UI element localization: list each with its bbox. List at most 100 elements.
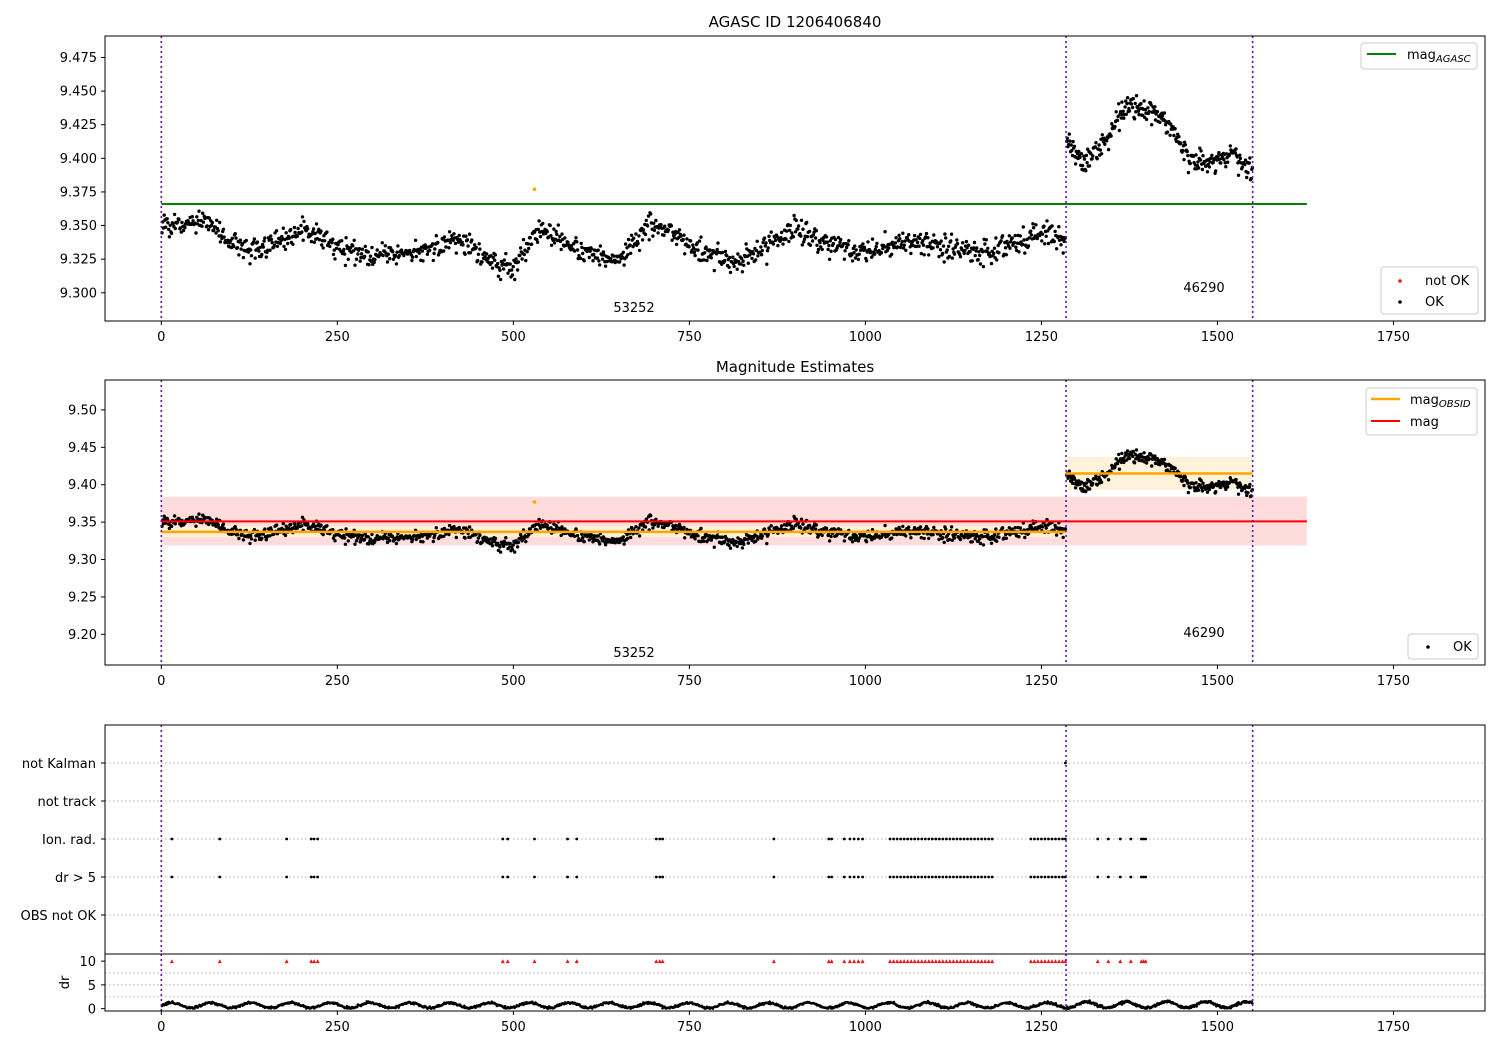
ok-point (626, 253, 630, 257)
ok-point (269, 234, 273, 238)
ok-point (687, 245, 691, 249)
ok-point (885, 248, 889, 253)
ok-point (864, 540, 869, 544)
dr-capped-marker (574, 959, 579, 964)
flag-point-dr (830, 875, 834, 879)
ok-point (926, 527, 930, 531)
ok-point (164, 225, 168, 229)
ok-point (1210, 153, 1214, 157)
ok-point (989, 261, 994, 266)
ok-point (498, 277, 503, 282)
flag-point-dr (309, 875, 313, 879)
dr-capped-marker (937, 959, 942, 964)
ok-point (249, 254, 254, 258)
ok-point (904, 248, 908, 252)
ok-point (1027, 236, 1031, 240)
flag-point-dr (856, 875, 860, 879)
ok-point (177, 517, 181, 521)
ok-point (321, 246, 325, 250)
ok-point (478, 247, 482, 251)
ok-point (1117, 452, 1121, 457)
ok-point (381, 253, 385, 258)
ok-point (784, 237, 788, 241)
flag-point-ion-rad (927, 837, 931, 841)
ok-point (829, 534, 833, 539)
not-ok-point (532, 500, 537, 504)
ok-point (853, 244, 857, 248)
legend-ok-label-p2: OK (1453, 640, 1472, 655)
ok-point (673, 232, 677, 236)
ok-point (720, 535, 725, 539)
ok-point (1099, 152, 1104, 156)
panel-magnitude-estimates: Magnitude Estimates 0 250 500 750 1000 1250 15… (68, 358, 1486, 689)
ok-point (802, 237, 807, 241)
dr-point (397, 1006, 400, 1009)
ok-point (1052, 239, 1057, 244)
dr-capped-marker (912, 959, 917, 964)
ok-point (535, 240, 540, 244)
ok-point (331, 528, 335, 532)
dr-capped-marker (944, 959, 949, 964)
panel-agasc-frame (104, 35, 1486, 322)
ok-point (560, 232, 564, 236)
ok-point (268, 248, 272, 252)
ok-point (612, 254, 616, 258)
flag-point-dr (1054, 875, 1057, 879)
p2-xtick-label: 1500 (1201, 674, 1234, 689)
flag-point-dr (909, 875, 913, 879)
ok-point (399, 248, 404, 252)
ok-point (902, 243, 906, 247)
ok-point (856, 257, 861, 262)
ok-point (972, 246, 976, 250)
ok-point (177, 217, 181, 222)
ok-point (1211, 160, 1215, 165)
ok-point (1181, 478, 1185, 482)
ok-point (773, 238, 778, 243)
ok-point (922, 253, 926, 257)
ok-point (890, 252, 894, 256)
ok-point (454, 251, 458, 255)
ok-point (166, 221, 170, 225)
ok-point (779, 230, 784, 235)
ok-point (465, 238, 470, 242)
dr-capped-marker (284, 959, 289, 964)
ok-point (1106, 136, 1110, 140)
ok-point (640, 238, 645, 242)
flag-point-dr (1036, 875, 1040, 879)
ok-point (760, 534, 764, 538)
ok-point (683, 252, 687, 256)
ok-point (756, 254, 760, 258)
ok-point (1134, 448, 1139, 452)
ok-point (1013, 233, 1017, 238)
ok-point (1173, 127, 1177, 131)
ok-point (558, 234, 562, 239)
ok-point (947, 537, 952, 542)
p2-ytick-label: 9.25 (68, 590, 97, 605)
dr-capped-marker (919, 959, 924, 964)
ok-point (1115, 118, 1120, 123)
ok-point (706, 255, 711, 259)
ok-point (629, 535, 633, 540)
p2-xtick-label: 1250 (1025, 674, 1058, 689)
ok-point (1142, 451, 1146, 455)
ok-point (937, 537, 941, 542)
ok-point (289, 227, 293, 232)
flag-point-dr (566, 875, 569, 879)
flag-point-dr (1032, 875, 1036, 879)
ok-point (805, 220, 809, 225)
ok-point (975, 246, 979, 250)
ok-point (490, 260, 494, 265)
ok-point (548, 223, 552, 228)
ok-point (195, 215, 199, 219)
flag-point-ion-rad (309, 837, 313, 841)
ok-point (549, 234, 553, 238)
ok-point (520, 539, 524, 543)
ok-point (1136, 109, 1141, 113)
flag-point-dr (1096, 875, 1100, 879)
flag-point-ion-rad (902, 837, 906, 841)
ok-point (978, 541, 983, 546)
ok-point (596, 534, 600, 538)
ok-point (1199, 149, 1203, 153)
ok-point (1194, 481, 1198, 485)
